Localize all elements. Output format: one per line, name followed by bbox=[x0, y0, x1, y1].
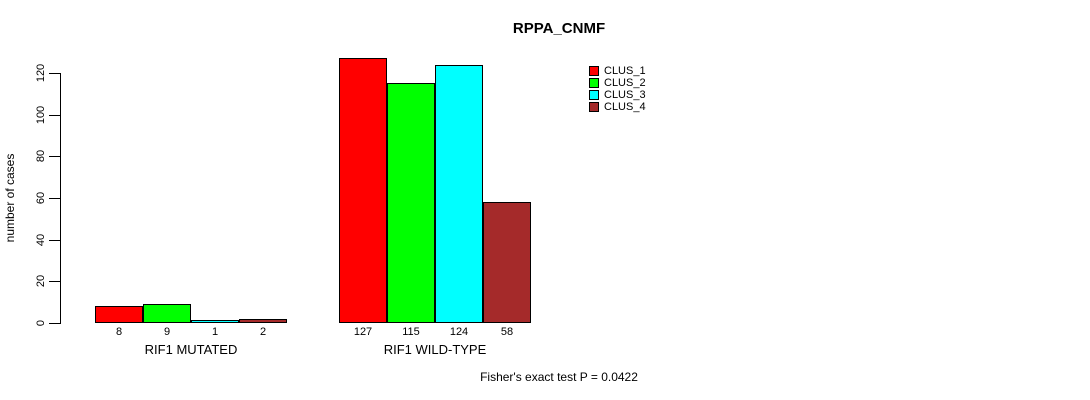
bar-rif1-mutated-clus_2 bbox=[143, 304, 191, 323]
legend-item: CLUS_1 bbox=[589, 65, 646, 77]
legend-label: CLUS_4 bbox=[604, 101, 646, 113]
fisher-test-annotation: Fisher's exact test P = 0.0422 bbox=[480, 370, 638, 384]
bar-value-label: 115 bbox=[402, 326, 420, 338]
y-axis-tick bbox=[49, 198, 60, 199]
bar-value-label: 1 bbox=[211, 326, 219, 338]
bar-value-label: 127 bbox=[353, 326, 373, 338]
y-axis-tick-label: 120 bbox=[35, 63, 47, 83]
y-axis-tick-label: 40 bbox=[35, 233, 47, 246]
chart-title: RPPA_CNMF bbox=[512, 20, 606, 37]
legend-label: CLUS_3 bbox=[604, 89, 646, 101]
category-label: RIF1 MUTATED bbox=[144, 342, 238, 357]
y-axis-tick bbox=[49, 156, 60, 158]
legend-label: CLUS_1 bbox=[604, 65, 646, 77]
legend-item: CLUS_3 bbox=[589, 89, 646, 101]
legend-swatch bbox=[589, 90, 599, 100]
legend-swatch bbox=[589, 102, 599, 112]
legend: CLUS_1 CLUS_2 CLUS_3 CLUS_4 bbox=[589, 65, 646, 113]
y-axis-tick bbox=[49, 239, 60, 241]
y-axis-tick bbox=[49, 73, 60, 74]
y-axis-tick-label: 60 bbox=[35, 191, 47, 205]
bar-rif1-wild-type-clus_2 bbox=[387, 83, 435, 323]
bar-rif1-mutated-clus_3 bbox=[191, 320, 239, 323]
y-axis-tick bbox=[49, 323, 60, 324]
legend-label: CLUS_2 bbox=[604, 77, 646, 89]
legend-item: CLUS_2 bbox=[589, 77, 646, 89]
y-axis-tick-label: 0 bbox=[35, 319, 47, 327]
y-axis-tick bbox=[49, 114, 60, 116]
bar-rif1-wild-type-clus_1 bbox=[339, 58, 387, 323]
y-axis-tick bbox=[49, 281, 60, 283]
bar-value-label: 2 bbox=[259, 326, 267, 338]
bar-value-label: 58 bbox=[500, 326, 514, 338]
bar-rif1-mutated-clus_4 bbox=[239, 319, 287, 323]
legend-swatch bbox=[589, 78, 599, 88]
y-axis-tick-label: 20 bbox=[35, 275, 47, 288]
y-axis-line bbox=[60, 73, 61, 324]
bar-rif1-wild-type-clus_4 bbox=[483, 202, 531, 323]
bar-value-label: 9 bbox=[163, 326, 171, 338]
bar-rif1-mutated-clus_1 bbox=[95, 306, 143, 323]
category-label: RIF1 WILD-TYPE bbox=[383, 342, 487, 357]
bar-rif1-wild-type-clus_3 bbox=[435, 65, 483, 323]
y-axis-label: number of cases bbox=[3, 153, 17, 243]
legend-swatch bbox=[589, 66, 599, 76]
y-axis-tick-label: 80 bbox=[35, 150, 47, 163]
legend-item: CLUS_4 bbox=[589, 101, 646, 113]
y-axis-tick-label: 100 bbox=[35, 105, 47, 124]
bar-value-label: 124 bbox=[449, 326, 469, 338]
bar-value-label: 8 bbox=[115, 326, 123, 338]
